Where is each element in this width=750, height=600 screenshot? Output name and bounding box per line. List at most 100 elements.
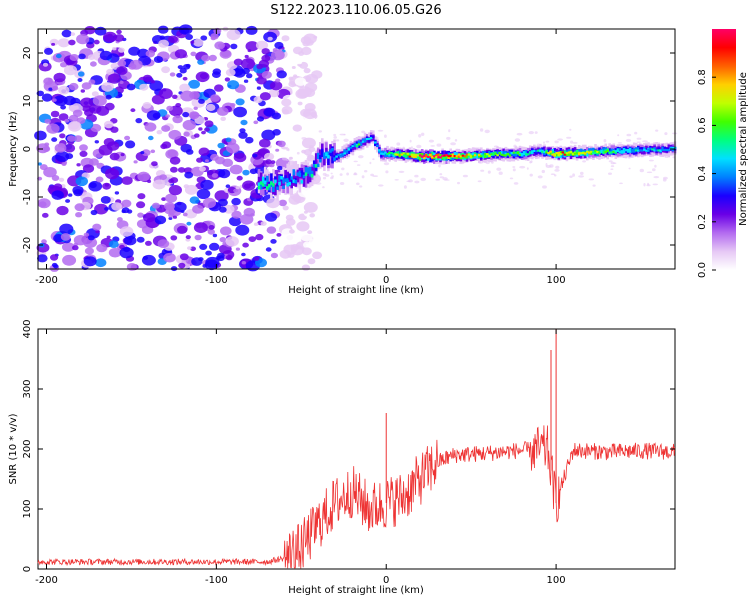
speckle-blob: [410, 146, 413, 149]
x-tick-label: 100: [547, 575, 566, 586]
ridge-cell: [563, 153, 567, 156]
noise-blob: [264, 152, 275, 161]
noise-blob: [57, 38, 70, 48]
noise-blob: [197, 59, 205, 65]
speckle-blob: [454, 139, 458, 142]
noise-blob: [137, 171, 150, 182]
spectrogram-cells: [34, 24, 678, 272]
ridge-cell: [276, 174, 279, 185]
ridge-cell: [429, 154, 432, 157]
noise-blob: [105, 94, 112, 100]
noise-blob: [105, 168, 120, 180]
noise-blob: [182, 119, 196, 131]
noise-blob: [50, 254, 59, 261]
ridge-cell: [427, 154, 430, 158]
speckle-blob: [372, 158, 375, 161]
ridge-cell: [518, 153, 522, 156]
ridge-cell: [408, 155, 412, 158]
speckle-blob: [414, 174, 419, 178]
noise-blob: [94, 26, 107, 36]
spectrogram-x-label: Height of straight line (km): [288, 285, 424, 296]
ridge-cell: [406, 152, 410, 155]
ridge-cell: [353, 142, 357, 147]
noise-blob: [145, 50, 155, 58]
noise-blob: [136, 79, 141, 83]
speckle-blob: [545, 140, 550, 143]
ridge-cell: [559, 153, 563, 156]
ridge-cell: [402, 152, 406, 155]
noise-blob: [64, 118, 70, 123]
noise-blob: [47, 77, 52, 82]
ridge-cell: [594, 149, 597, 152]
noise-blob: [196, 157, 203, 163]
noise-blob: [96, 243, 107, 253]
ridge-cell: [321, 151, 324, 168]
ridge-cell: [490, 153, 493, 156]
noise-blob: [241, 252, 246, 257]
spectrogram-x-ticks: -200 -100 0 100: [35, 29, 566, 286]
ridge-cell: [471, 155, 475, 158]
noise-blob: [303, 67, 311, 74]
ridge-cell: [567, 152, 571, 156]
noise-blob: [50, 110, 60, 118]
ridge-cell: [266, 177, 269, 188]
noise-blob: [159, 174, 167, 181]
noise-blob: [179, 253, 189, 261]
ridge-cell: [298, 173, 302, 177]
noise-blob: [133, 160, 138, 164]
noise-blob: [218, 169, 231, 179]
noise-blob: [148, 135, 154, 141]
speckle-blob: [281, 157, 288, 161]
ridge-cell: [561, 151, 565, 154]
noise-blob: [126, 209, 133, 214]
noise-blob: [239, 128, 246, 134]
ridge-cell: [404, 152, 408, 155]
noise-blob: [294, 77, 306, 86]
ridge-cell: [272, 183, 275, 187]
ridge-cell: [343, 149, 346, 154]
ridge-cell: [418, 154, 422, 161]
noise-blob: [37, 198, 51, 209]
noise-blob: [194, 234, 202, 241]
speckle-blob: [318, 130, 322, 133]
noise-blob: [161, 66, 171, 74]
speckle-blob: [436, 143, 442, 147]
ridge-cell: [659, 149, 662, 152]
ridge-cell: [618, 151, 622, 154]
noise-blob: [269, 81, 283, 91]
noise-blob: [291, 66, 296, 69]
noise-blob: [161, 125, 171, 132]
speckle-blob: [610, 168, 614, 170]
speckle-blob: [555, 165, 560, 169]
x-tick-label: 0: [383, 575, 389, 586]
ridge-cell: [581, 151, 585, 154]
noise-blob: [167, 149, 178, 158]
speckle-blob: [330, 172, 333, 175]
noise-blob: [235, 98, 245, 106]
noise-blob: [312, 251, 323, 260]
ridge-cell: [282, 177, 285, 184]
noise-blob: [301, 247, 312, 256]
ridge-cell: [563, 150, 567, 154]
noise-blob: [282, 234, 296, 245]
ridge-cell: [259, 172, 263, 183]
noise-blob: [75, 176, 89, 187]
noise-blob: [95, 258, 107, 268]
noise-blob: [180, 90, 195, 102]
speckle-blob: [346, 172, 349, 176]
speckle-blob: [543, 141, 545, 144]
speckle-blob: [361, 130, 366, 134]
noise-blob: [225, 137, 232, 143]
noise-blob: [141, 149, 151, 157]
speckle-blob: [647, 182, 650, 186]
spectrogram-y-label: Frequency (Hz): [8, 111, 19, 187]
noise-blob: [233, 106, 248, 118]
noise-blob: [242, 169, 250, 176]
ridge-cell: [443, 154, 446, 157]
noise-blob: [58, 177, 65, 182]
speckle-blob: [530, 160, 533, 163]
speckle-blob: [603, 139, 607, 143]
y-tick-label: 300: [22, 379, 33, 398]
noise-blob: [274, 41, 284, 49]
ridge-cell: [461, 154, 465, 157]
